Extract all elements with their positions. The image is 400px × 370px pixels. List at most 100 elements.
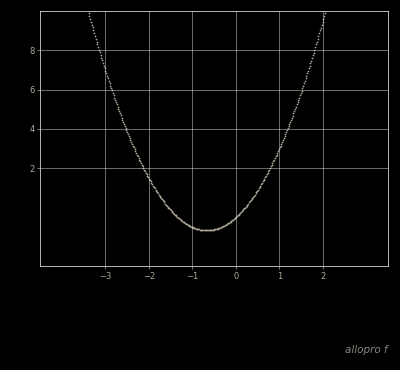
- Point: [188, 223, 194, 229]
- Point: [88, 19, 94, 25]
- Point: [144, 173, 151, 179]
- Point: [237, 210, 244, 216]
- Point: [286, 121, 293, 127]
- Point: [115, 106, 122, 112]
- Point: [94, 38, 100, 44]
- Point: [247, 198, 253, 204]
- Point: [318, 24, 324, 30]
- Point: [223, 221, 230, 227]
- Point: [105, 75, 111, 81]
- Point: [264, 171, 270, 177]
- Point: [304, 70, 310, 76]
- Point: [278, 141, 284, 147]
- Point: [135, 155, 142, 161]
- Point: [87, 16, 93, 22]
- Point: [234, 212, 241, 218]
- Point: [134, 152, 140, 158]
- Point: [214, 226, 220, 232]
- Point: [81, 0, 88, 1]
- Text: allopro f: allopro f: [345, 345, 388, 355]
- Point: [101, 63, 107, 68]
- Point: [164, 203, 170, 209]
- Point: [192, 225, 198, 231]
- Point: [323, 4, 330, 10]
- Point: [313, 41, 319, 47]
- Point: [142, 168, 148, 174]
- Point: [263, 173, 269, 179]
- Point: [168, 208, 175, 214]
- Point: [189, 224, 195, 230]
- Point: [267, 165, 273, 171]
- Point: [219, 223, 226, 229]
- Point: [205, 228, 211, 233]
- Point: [158, 195, 164, 201]
- Point: [190, 225, 197, 231]
- Point: [320, 16, 326, 22]
- Point: [125, 131, 131, 137]
- Point: [175, 215, 181, 221]
- Point: [240, 206, 247, 212]
- Point: [208, 227, 214, 233]
- Point: [265, 168, 272, 174]
- Point: [257, 183, 264, 189]
- Point: [110, 90, 116, 96]
- Point: [254, 188, 260, 194]
- Point: [215, 225, 222, 231]
- Point: [225, 220, 231, 226]
- Point: [167, 206, 173, 212]
- Point: [250, 194, 256, 200]
- Point: [190, 224, 196, 230]
- Point: [183, 221, 189, 227]
- Point: [220, 223, 226, 229]
- Point: [296, 95, 302, 101]
- Point: [140, 164, 146, 169]
- Point: [110, 92, 117, 98]
- Point: [280, 137, 286, 143]
- Point: [184, 222, 191, 228]
- Point: [314, 39, 320, 45]
- Point: [97, 50, 103, 56]
- Point: [275, 148, 281, 154]
- Point: [305, 68, 311, 74]
- Point: [222, 222, 228, 228]
- Point: [253, 189, 260, 195]
- Point: [156, 192, 162, 198]
- Point: [198, 227, 204, 233]
- Point: [306, 65, 312, 71]
- Point: [210, 227, 216, 233]
- Point: [82, 0, 88, 4]
- Point: [130, 144, 137, 150]
- Point: [146, 176, 152, 182]
- Point: [133, 150, 139, 156]
- Point: [197, 227, 203, 233]
- Point: [154, 189, 160, 195]
- Point: [106, 80, 113, 86]
- Point: [213, 226, 219, 232]
- Point: [98, 55, 105, 61]
- Point: [240, 207, 246, 213]
- Point: [102, 65, 108, 71]
- Point: [159, 196, 165, 202]
- Point: [241, 206, 248, 212]
- Point: [203, 228, 210, 233]
- Point: [84, 4, 90, 10]
- Point: [109, 88, 115, 94]
- Point: [180, 219, 186, 225]
- Point: [261, 176, 268, 182]
- Point: [152, 185, 158, 191]
- Point: [96, 47, 102, 53]
- Point: [122, 123, 128, 129]
- Point: [311, 47, 318, 53]
- Point: [226, 220, 232, 226]
- Point: [152, 186, 159, 192]
- Point: [310, 50, 317, 56]
- Point: [160, 197, 166, 203]
- Point: [238, 209, 244, 215]
- Point: [144, 171, 150, 177]
- Point: [264, 170, 271, 176]
- Point: [272, 155, 278, 161]
- Point: [119, 117, 126, 123]
- Point: [318, 22, 325, 28]
- Point: [252, 192, 258, 198]
- Point: [244, 203, 250, 209]
